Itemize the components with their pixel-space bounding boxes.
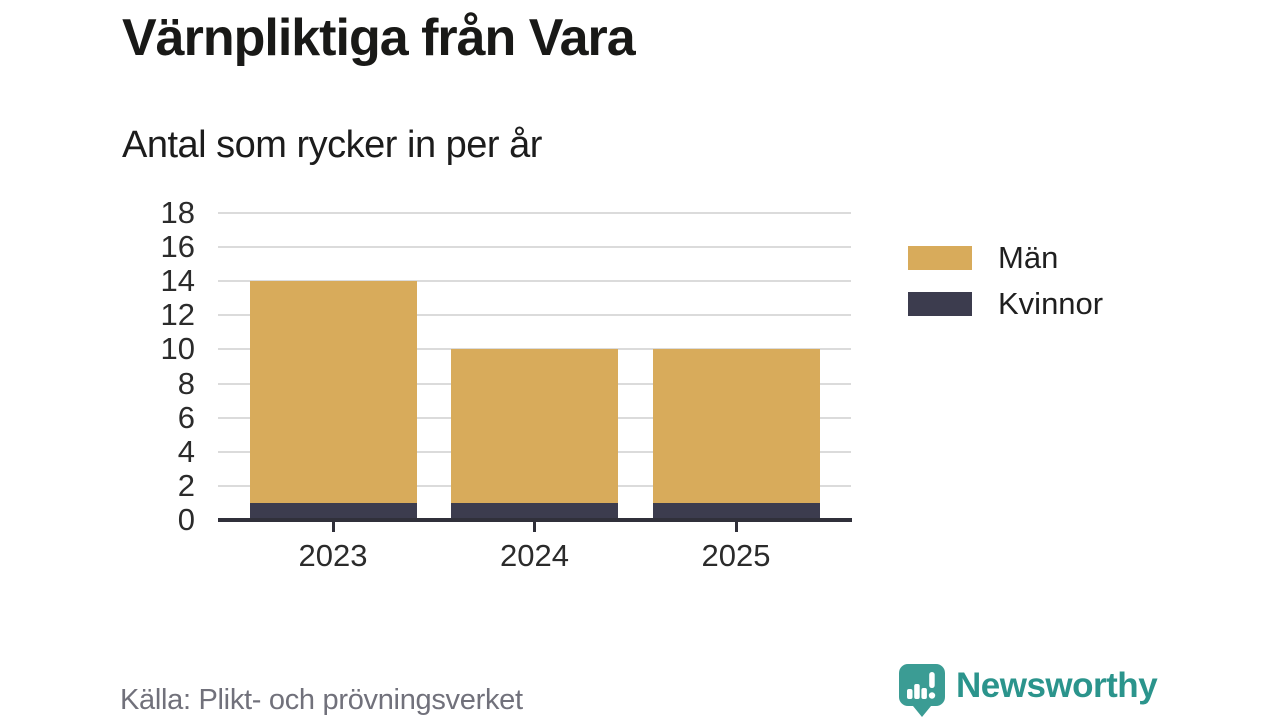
newsworthy-logo: Newsworthy <box>899 662 1169 720</box>
gridline-y-12 <box>218 314 851 317</box>
y-tick-label-8: 8 <box>177 365 195 401</box>
x-tick-label-2023: 2023 <box>298 538 368 573</box>
brand-name: Newsworthy <box>956 666 1158 705</box>
gridline-y-14 <box>218 280 851 283</box>
gridline-y-16 <box>218 246 851 249</box>
legend-swatch-män <box>908 246 972 270</box>
legend-label-kvinnor: Kvinnor <box>998 286 1104 321</box>
chart-title: Värnpliktiga från Vara <box>122 9 636 67</box>
bar-2024-kvinnor <box>451 502 618 520</box>
legend-label-män: Män <box>998 240 1059 275</box>
y-tick-label-4: 4 <box>177 433 195 469</box>
legend-item-kvinnor: Kvinnor <box>908 286 1103 321</box>
x-tick-2025 <box>734 522 738 532</box>
y-tick-label-18: 18 <box>160 195 195 230</box>
speech-bubble-bar-chart-icon <box>899 664 945 717</box>
bar-2025-män <box>652 349 820 503</box>
source-note: Källa: Plikt- och prövningsverket <box>120 684 523 716</box>
x-tick-2024 <box>533 522 536 532</box>
gridline-y-18 <box>218 212 851 214</box>
legend: Män Kvinnor <box>908 240 1103 338</box>
y-tick-label-16: 16 <box>160 229 195 265</box>
x-tick-label-2024: 2024 <box>500 538 569 573</box>
plot-area: 0 2 4 6 8 10 12 14 16 18 2023 2024 2025 <box>161 197 852 573</box>
bar-2024-män <box>451 349 618 503</box>
x-tick-2023 <box>331 522 335 532</box>
bar-2025-kvinnor <box>652 502 820 520</box>
bar-2023-kvinnor <box>249 502 417 520</box>
y-tick-label-2: 2 <box>177 467 195 503</box>
y-tick-label-10: 10 <box>160 331 195 367</box>
y-tick-label-14: 14 <box>160 263 195 299</box>
x-axis-line <box>218 518 852 522</box>
x-tick-label-2025: 2025 <box>701 538 771 573</box>
y-tick-label-12: 12 <box>160 297 195 333</box>
y-tick-label-0: 0 <box>177 502 195 537</box>
legend-swatch-kvinnor <box>908 292 972 316</box>
y-tick-label-6: 6 <box>177 399 195 435</box>
bar-2023-män <box>249 281 417 503</box>
chart-subtitle: Antal som rycker in per år <box>122 124 542 166</box>
legend-item-män: Män <box>908 240 1103 275</box>
